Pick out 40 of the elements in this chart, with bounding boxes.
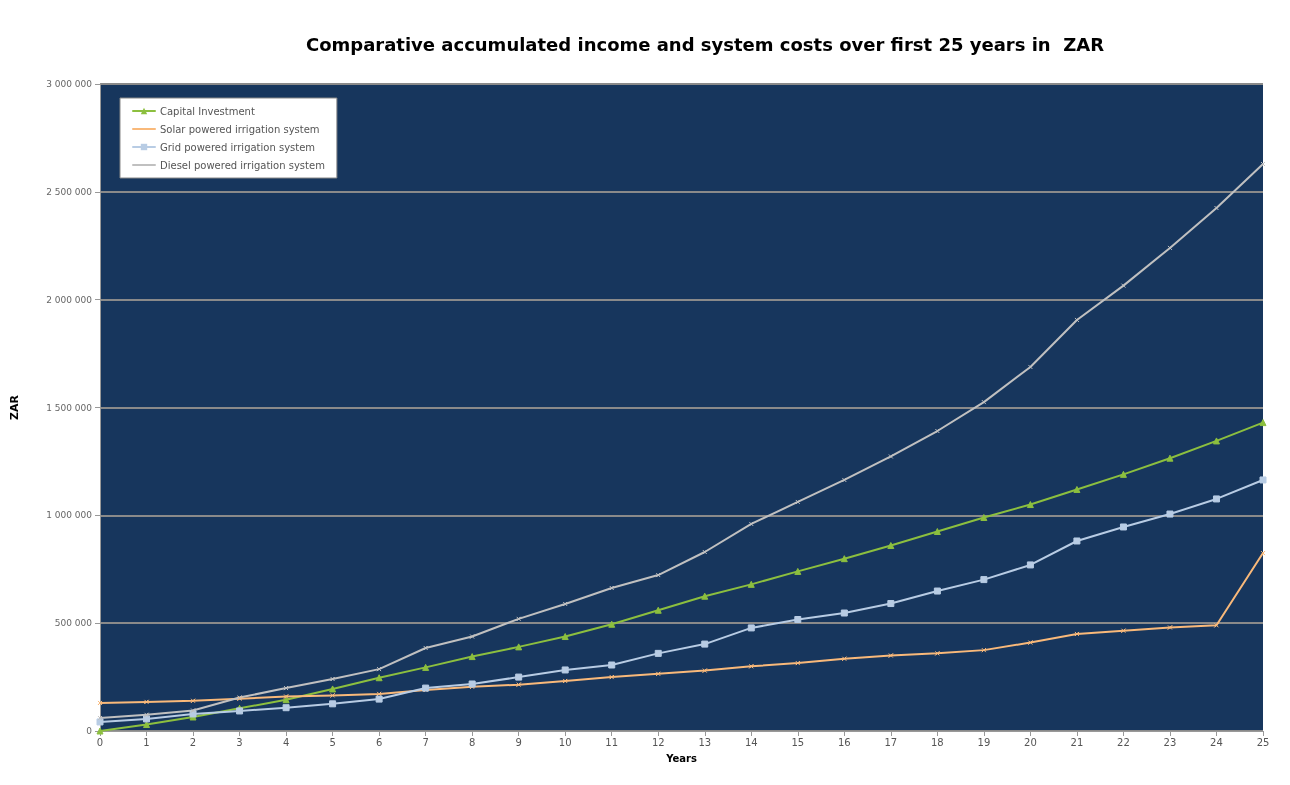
x-tick-label: 21 xyxy=(1070,736,1084,748)
x-tick-label: 5 xyxy=(329,736,336,748)
y-tick-label: 2 000 000 xyxy=(46,294,93,305)
y-tick-label: 1 000 000 xyxy=(46,510,93,521)
x-tick-label: 15 xyxy=(791,736,805,748)
x-axis-title: Years xyxy=(665,752,697,764)
x-tick-label: 11 xyxy=(605,736,619,748)
x-tick-label: 4 xyxy=(282,736,290,748)
legend-label: Diesel powered irrigation system xyxy=(160,159,325,171)
x-tick-label: 20 xyxy=(1024,736,1037,748)
x-tick-label: 6 xyxy=(375,736,383,748)
legend-label: Solar powered irrigation system xyxy=(160,123,320,135)
x-tick-label: 8 xyxy=(468,736,476,748)
x-tick-label: 17 xyxy=(884,736,898,748)
x-tick-label: 22 xyxy=(1117,736,1130,748)
y-tick-label: 3 000 000 xyxy=(46,79,93,89)
legend-label: Capital Investment xyxy=(160,105,255,117)
x-tick-label: 23 xyxy=(1163,736,1177,748)
y-tick-label: 2 500 000 xyxy=(46,186,93,197)
x-tick-label: 25 xyxy=(1256,736,1270,748)
x-tick-label: 2 xyxy=(189,736,197,748)
x-tick-label: 0 xyxy=(96,736,104,748)
x-tick-label: 12 xyxy=(651,736,665,748)
x-tick-label: 10 xyxy=(558,736,572,748)
x-tick-label: 9 xyxy=(515,736,522,748)
x-tick-label: 7 xyxy=(422,736,429,748)
x-tick-label: 3 xyxy=(236,736,243,748)
legend-label: Grid powered irrigation system xyxy=(160,141,316,153)
x-tick-label: 1 xyxy=(143,736,150,748)
y-tick-label: 0 xyxy=(86,726,93,736)
x-tick-label: 19 xyxy=(977,736,991,748)
x-tick-label: 24 xyxy=(1210,736,1223,748)
y-tick-label: 500 000 xyxy=(54,618,93,629)
x-tick-label: 16 xyxy=(837,736,851,748)
chart-title: Comparative accumulated income and system costs over first 25 years in ZAR xyxy=(305,33,1105,55)
x-tick-label: 14 xyxy=(744,736,758,748)
x-tick-label: 13 xyxy=(698,736,712,748)
y-tick-label: 1 500 000 xyxy=(46,402,93,413)
x-tick-label: 18 xyxy=(930,736,944,748)
y-axis-title: ZAR xyxy=(8,394,21,420)
